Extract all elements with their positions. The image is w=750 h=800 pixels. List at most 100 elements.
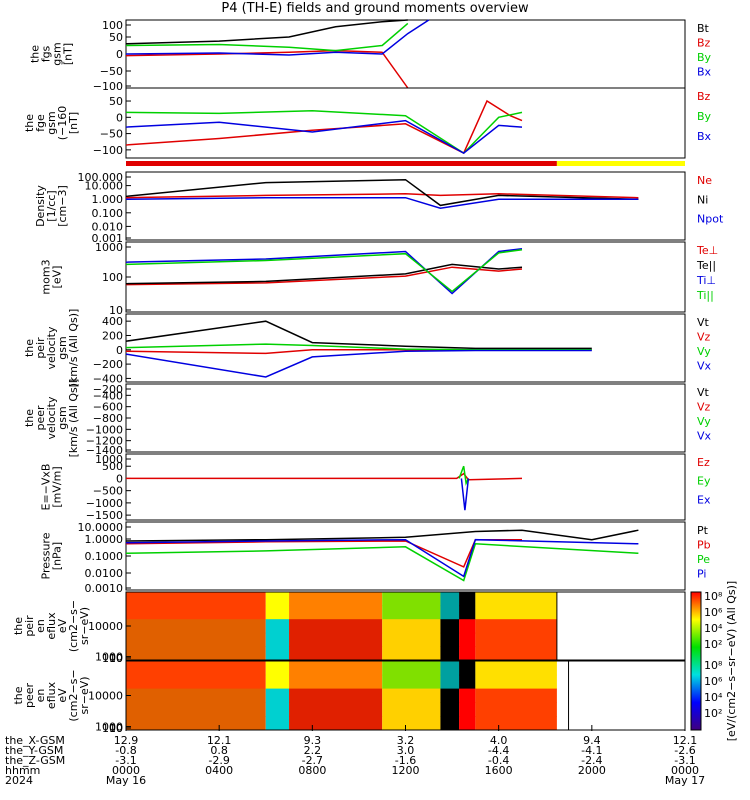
spectrogram-cell: [459, 674, 476, 690]
y-axis-label: velocity: [45, 396, 58, 439]
y-axis-label: gsm: [56, 336, 69, 359]
legend-entry: Pi: [697, 568, 706, 581]
series-line-Bz: [125, 99, 523, 155]
x-tick-label: 4.0: [490, 734, 508, 747]
series-line-Npot: [125, 196, 639, 209]
x-tick-label: -1.6: [395, 754, 416, 767]
y-axis-label: eflux: [45, 612, 58, 640]
y-tick-label: 10.000: [85, 180, 124, 193]
x-tick-label: -3.1: [674, 754, 695, 767]
x-tick-label: May 17: [665, 774, 705, 787]
spectrogram-cell: [459, 592, 476, 607]
spectrogram-cell: [289, 632, 383, 647]
y-axis-label: [eV]: [51, 266, 64, 289]
spectrogram-cell: [475, 702, 557, 717]
time-axis-row-label: hhmm: [5, 764, 40, 777]
y-tick-label: −100: [93, 144, 123, 157]
panel-peer_velocity: [125, 383, 686, 453]
spectrogram-cell: [475, 674, 557, 690]
legend-entry: By: [697, 110, 712, 123]
series-line-Ne: [125, 193, 639, 199]
y-tick-label: 10000: [88, 690, 123, 703]
colorbar-label: 10⁴: [704, 622, 723, 635]
y-axis-label: en: [34, 619, 47, 633]
spectrogram-cell: [265, 605, 290, 620]
panel-frame: [125, 87, 686, 159]
x-tick-label: 0000: [671, 764, 699, 777]
spectrogram-cell: [126, 619, 266, 634]
y-tick-label: 100: [102, 652, 123, 665]
y-tick-label: 200: [102, 329, 123, 342]
y-axis-label: Density: [34, 185, 47, 227]
x-tick-label: 0400: [205, 764, 233, 777]
series-line-Pi: [125, 538, 639, 578]
y-tick-label: 0.1000: [85, 550, 124, 563]
y-tick-label: 100: [102, 722, 123, 735]
panel-density: [125, 171, 686, 241]
y-tick-label: −1200: [86, 435, 123, 448]
spectrogram-cell: [475, 619, 557, 634]
panel-peir_velocity: [125, 313, 686, 383]
spectrogram-cell: [289, 688, 383, 703]
spectrogram-cell: [289, 674, 383, 690]
spectrogram-cell: [265, 716, 290, 731]
y-tick-label: 100.000: [78, 171, 124, 184]
x-tick-label: 2.2: [304, 744, 322, 757]
legend-entry: Bz: [697, 37, 711, 50]
spectrogram-cell: [289, 716, 383, 731]
y-tick-label: 1000: [95, 651, 123, 664]
y-axis-label: (−160: [56, 106, 69, 141]
panel-e_vxb: [125, 453, 686, 521]
spectrogram-cell: [382, 605, 441, 620]
legend-entry: Pe: [697, 553, 710, 566]
spectrogram-cell: [440, 646, 460, 661]
spectrogram-cell: [265, 702, 290, 717]
spectrogram-cell: [126, 688, 266, 703]
y-axis-label: peer: [34, 405, 47, 431]
spectrogram-cell: [475, 688, 557, 703]
x-tick-label: -2.9: [208, 754, 229, 767]
x-tick-label: 1600: [485, 764, 513, 777]
spectrogram-cell: [459, 702, 476, 717]
x-tick-label: May 16: [106, 774, 146, 787]
x-tick-label: 9.3: [304, 734, 322, 747]
y-axis-label: the: [12, 617, 25, 635]
y-axis-label: the: [12, 686, 25, 704]
x-tick-label: 9.4: [583, 734, 601, 747]
spectrogram-cell: [475, 605, 557, 620]
legend-entry: Ez: [697, 456, 710, 469]
spectrogram-cell: [440, 661, 460, 676]
y-tick-label: −400: [93, 389, 123, 402]
series-line-Pe: [125, 543, 639, 582]
spectrogram-cell: [126, 646, 266, 661]
x-tick-label: -0.4: [488, 754, 509, 767]
y-axis-label: gsm: [51, 42, 64, 65]
x-tick-label: -4.4: [488, 744, 509, 757]
legend-entry: Bx: [697, 66, 712, 79]
time-axis-row-label: the_Y-GSM: [5, 744, 63, 757]
colorbar: [690, 591, 702, 731]
spectrogram-cell: [126, 716, 266, 731]
colorbar-label: 10⁸: [704, 659, 723, 672]
legend-entry: Ti⊥: [696, 274, 716, 287]
legend-entry: Vz: [697, 331, 711, 344]
series-line-Pb: [125, 538, 522, 568]
y-tick-label: 10: [109, 304, 123, 317]
spectrogram-cell: [459, 619, 476, 634]
x-tick-label: 3.0: [397, 744, 415, 757]
spectrogram-cell: [265, 592, 290, 607]
legend-entry: Ne: [697, 174, 712, 187]
spectrogram-cell: [265, 674, 290, 690]
y-axis-label: the: [23, 339, 36, 357]
spectrogram-cell: [382, 619, 441, 634]
y-axis-label: mom3: [40, 259, 53, 294]
y-axis-label: peir: [34, 337, 47, 359]
legend-entry: Vz: [697, 401, 711, 414]
y-tick-label: −200: [93, 383, 123, 396]
y-tick-label: 0.0100: [85, 567, 124, 580]
spectrogram-cell: [289, 592, 383, 607]
y-tick-label: 0: [116, 111, 123, 124]
y-tick-label: 400: [102, 315, 123, 328]
panel-frame: [125, 521, 686, 591]
series-line-By: [125, 110, 523, 155]
